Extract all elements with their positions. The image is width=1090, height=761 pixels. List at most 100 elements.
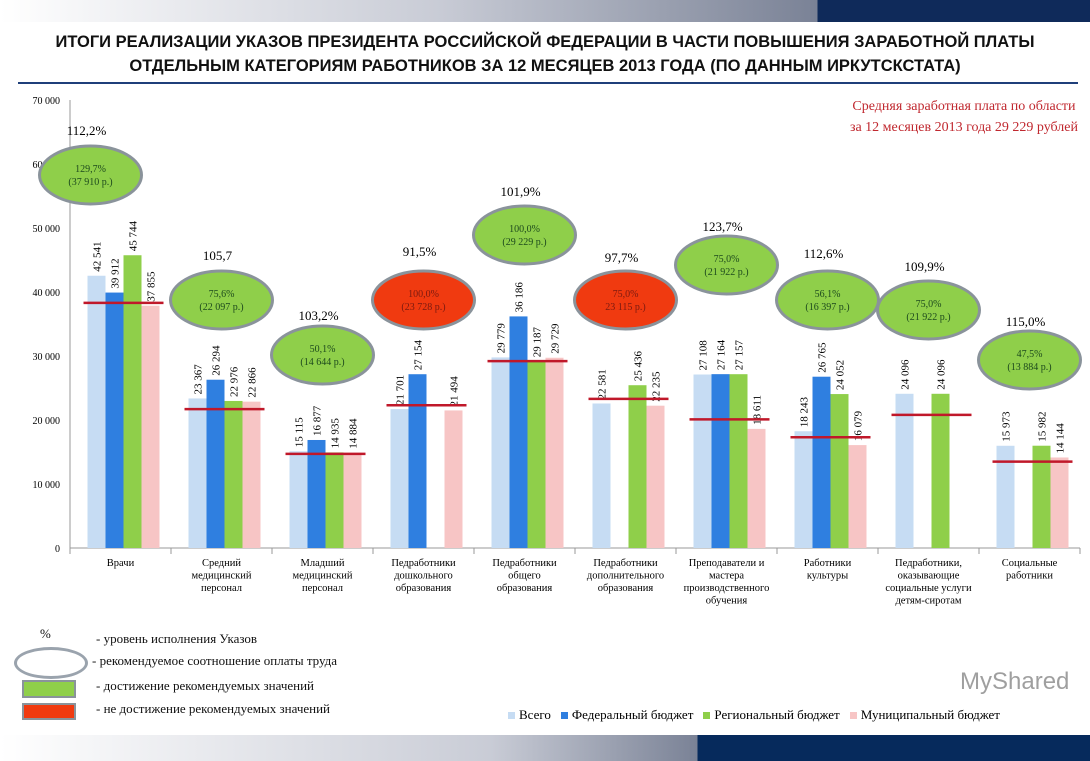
legend-swatch	[560, 712, 568, 719]
bar	[123, 255, 142, 548]
data-label: 18 243	[799, 396, 811, 427]
bar	[188, 398, 207, 548]
key-green-label: - достижение рекомендуемых значений	[96, 678, 315, 693]
category-label: образования	[396, 583, 452, 594]
bar	[390, 409, 409, 548]
y-tick-label: 30 000	[33, 352, 61, 363]
ratio-ellipse	[472, 204, 577, 266]
execution-pct: 112,6%	[804, 246, 844, 261]
legend-label: Всего	[519, 707, 551, 722]
y-tick-label: 40 000	[33, 288, 61, 299]
ratio-amount: (22 097 р.)	[199, 302, 243, 313]
category-label: Педработники	[391, 558, 456, 569]
data-label: 39 912	[110, 258, 122, 288]
series-legend: Всего Федеральный бюджет Региональный бюдж…	[508, 707, 1000, 723]
ratio-ellipse	[371, 269, 476, 331]
category-label: персонал	[201, 583, 242, 594]
bar	[812, 376, 831, 548]
bar	[343, 452, 362, 548]
legend-item: Муниципальный бюджет	[849, 707, 1000, 723]
bar	[996, 445, 1015, 548]
bar	[242, 401, 261, 548]
ratio-pct: 75,0%	[613, 289, 639, 300]
data-label: 26 765	[817, 342, 829, 373]
category-label: Социальные	[1002, 558, 1058, 569]
ratio-ellipse	[775, 269, 880, 331]
data-label: 42 541	[92, 241, 104, 271]
category-label: персонал	[302, 583, 343, 594]
category-label: Работники	[804, 558, 852, 569]
bar	[794, 431, 813, 548]
bar	[105, 292, 124, 548]
execution-pct: 103,2%	[298, 308, 338, 323]
data-label: 24 096	[900, 359, 912, 390]
data-label: 14 935	[330, 418, 342, 449]
bar	[729, 374, 748, 548]
bar	[206, 379, 225, 548]
data-label: 15 973	[1001, 411, 1013, 442]
bar	[289, 451, 308, 548]
y-tick-label: 70 000	[33, 96, 61, 107]
bar	[592, 403, 611, 548]
data-label: 22 866	[247, 367, 259, 398]
bar	[628, 385, 647, 548]
data-label: 22 581	[597, 369, 609, 399]
bar	[895, 393, 914, 548]
legend-item: Федеральный бюджет	[560, 707, 693, 723]
ratio-amount: (37 910 р.)	[68, 177, 112, 188]
legend-item: Всего	[508, 707, 551, 723]
category-label: производственного	[684, 583, 770, 594]
ratio-amount: (29 229 р.)	[502, 237, 546, 248]
category-label: детям-сиротам	[895, 596, 961, 607]
data-label: 15 982	[1037, 411, 1049, 441]
ratio-amount: (14 644 р.)	[300, 357, 344, 368]
data-label: 26 294	[211, 345, 223, 376]
y-tick-label: 0	[55, 544, 60, 555]
key-red-label: - не достижение рекомендуемых значений	[96, 701, 330, 716]
data-label: 16 079	[853, 410, 865, 441]
execution-pct: 105,7	[203, 248, 233, 263]
data-label: 14 884	[348, 418, 360, 449]
ratio-ellipse	[38, 144, 143, 206]
bar	[307, 439, 326, 548]
bar	[408, 374, 427, 548]
category-label: мастера	[709, 571, 744, 582]
category-label: оказывающие	[898, 571, 960, 582]
bottom-band	[0, 735, 1090, 761]
execution-pct: 97,7%	[605, 250, 639, 265]
y-tick-label: 20 000	[33, 416, 61, 427]
bar	[830, 394, 849, 548]
bar	[509, 316, 528, 548]
execution-pct: 112,2%	[67, 123, 107, 138]
category-label: работники	[1006, 571, 1053, 582]
ratio-pct: 75,0%	[714, 254, 740, 265]
category-label: социальные услуги	[885, 583, 972, 594]
data-label: 16 877	[312, 405, 324, 436]
top-band	[0, 0, 1090, 22]
category-label: обучения	[706, 596, 748, 607]
data-label: 21 701	[395, 375, 407, 405]
ratio-amount: 23 115 р.)	[605, 302, 645, 313]
title-divider	[18, 82, 1078, 84]
ratio-ellipse	[270, 324, 375, 386]
bar	[325, 452, 344, 548]
data-label: 21 494	[449, 376, 461, 407]
category-label: Педработники,	[895, 558, 962, 569]
category-label: Педработники	[492, 558, 557, 569]
bar	[545, 357, 564, 548]
ratio-amount: (21 922 р.)	[906, 312, 950, 323]
data-label: 23 367	[193, 364, 205, 395]
execution-pct: 115,0%	[1006, 314, 1046, 329]
execution-pct: 101,9%	[500, 184, 540, 199]
category-label: Врачи	[107, 558, 135, 569]
key-green-swatch	[22, 680, 76, 698]
data-label: 18 611	[752, 395, 764, 425]
execution-pct: 123,7%	[702, 219, 742, 234]
ratio-pct: 75,0%	[916, 299, 942, 310]
ratio-ellipse	[876, 279, 981, 341]
title-line-1: ИТОГИ РЕАЛИЗАЦИИ УКАЗОВ ПРЕЗИДЕНТА РОССИ…	[55, 33, 1035, 51]
legend-item: Региональный бюджет	[703, 707, 840, 723]
title-line-2: ОТДЕЛЬНЫМ КАТЕГОРИЯМ РАБОТНИКОВ ЗА 12 МЕ…	[129, 57, 961, 75]
data-label: 37 855	[146, 271, 158, 302]
